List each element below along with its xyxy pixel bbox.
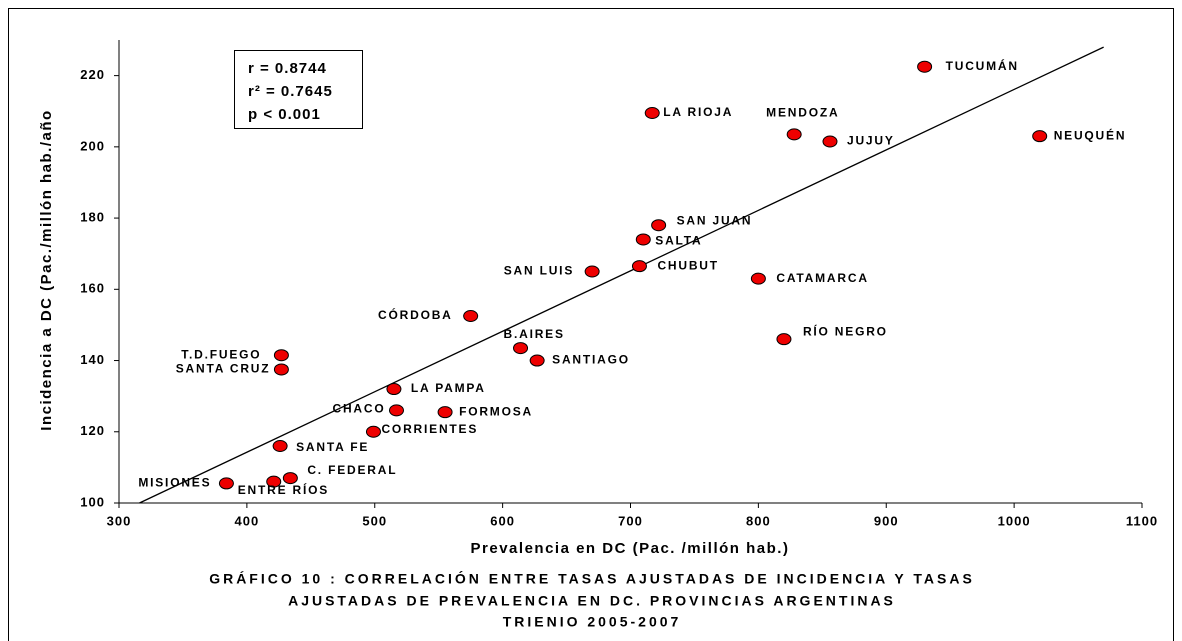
point bbox=[365, 425, 381, 438]
point-label: MENDOZA bbox=[766, 106, 839, 120]
point bbox=[631, 260, 647, 273]
point-label: CHUBUT bbox=[657, 258, 718, 272]
point bbox=[272, 440, 288, 453]
point-label: ENTRE RÍOS bbox=[238, 482, 329, 497]
point bbox=[635, 233, 651, 246]
point-label: SAN JUAN bbox=[677, 213, 753, 227]
point bbox=[266, 475, 282, 488]
stat-r2: r² = 0.7645 bbox=[248, 83, 333, 100]
trendline bbox=[139, 46, 1104, 504]
x-tick-label: 500 bbox=[362, 513, 387, 528]
point bbox=[651, 219, 667, 232]
point-label: NEUQUÉN bbox=[1054, 127, 1127, 142]
x-tick-label: 600 bbox=[490, 513, 515, 528]
point-label: B.AIRES bbox=[504, 327, 565, 341]
point bbox=[388, 404, 404, 417]
title-line: GRÁFICO 10 : CORRELACIÓN ENTRE TASAS AJU… bbox=[209, 570, 975, 587]
x-axis-label: Prevalencia en DC (Pac. /millón hab.) bbox=[471, 540, 790, 557]
point bbox=[529, 354, 545, 367]
x-tick-label: 1000 bbox=[998, 513, 1031, 528]
point bbox=[786, 128, 802, 141]
point bbox=[513, 342, 529, 355]
title-line: TRIENIO 2005-2007 bbox=[503, 614, 682, 630]
y-tick-label: 200 bbox=[80, 138, 105, 153]
point bbox=[1032, 130, 1048, 143]
stat-p: p < 0.001 bbox=[248, 106, 321, 123]
point bbox=[273, 349, 289, 362]
y-tick-label: 140 bbox=[80, 352, 105, 367]
point-label: CATAMARCA bbox=[776, 271, 868, 285]
point bbox=[776, 333, 792, 346]
point-label: FORMOSA bbox=[459, 404, 533, 418]
point bbox=[437, 406, 453, 419]
x-tick-label: 300 bbox=[107, 513, 132, 528]
point-label: LA PAMPA bbox=[411, 381, 486, 395]
point-label: SANTA FE bbox=[296, 440, 369, 454]
y-tick-label: 180 bbox=[80, 210, 105, 225]
point bbox=[584, 265, 600, 278]
x-tick-label: 900 bbox=[874, 513, 899, 528]
y-axis-label: Incidencia a DC (Pac./millón hab./año bbox=[38, 109, 55, 430]
point-label: CÓRDOBA bbox=[378, 307, 453, 322]
x-tick-label: 1100 bbox=[1126, 513, 1158, 528]
point bbox=[386, 383, 402, 396]
point-label: SALTA bbox=[655, 234, 702, 248]
point-label: SANTA CRUZ bbox=[176, 362, 271, 376]
y-tick-label: 220 bbox=[80, 67, 105, 82]
y-tick-label: 100 bbox=[80, 494, 105, 509]
point-label: RÍO NEGRO bbox=[803, 323, 888, 338]
x-tick-label: 400 bbox=[235, 513, 260, 528]
point-label: CORRIENTES bbox=[381, 422, 478, 436]
point-label: MISIONES bbox=[138, 476, 211, 490]
point-label: T.D.FUEGO bbox=[181, 347, 261, 361]
point bbox=[463, 310, 479, 323]
stats-box bbox=[234, 50, 363, 129]
title-line: AJUSTADAS DE PREVALENCIA EN DC. PROVINCI… bbox=[288, 593, 896, 609]
point-label: TUCUMÁN bbox=[946, 58, 1019, 73]
point bbox=[644, 107, 660, 120]
x-tick-label: 800 bbox=[746, 513, 771, 528]
point bbox=[917, 60, 933, 73]
stat-r: r = 0.8744 bbox=[248, 60, 327, 77]
point-label: JUJUY bbox=[847, 134, 895, 148]
point-label: SANTIAGO bbox=[552, 353, 630, 367]
frame bbox=[8, 8, 1174, 641]
point-label: SAN LUIS bbox=[504, 264, 574, 278]
point bbox=[822, 135, 838, 148]
y-tick-label: 160 bbox=[80, 281, 105, 296]
point bbox=[218, 477, 234, 490]
x-tick-label: 700 bbox=[618, 513, 643, 528]
point-label: C. FEDERAL bbox=[307, 463, 397, 477]
point bbox=[273, 363, 289, 376]
point bbox=[750, 272, 766, 285]
point-label: LA RIOJA bbox=[663, 105, 733, 119]
point-label: CHACO bbox=[332, 402, 385, 416]
y-tick-label: 120 bbox=[80, 423, 105, 438]
point bbox=[282, 472, 298, 485]
